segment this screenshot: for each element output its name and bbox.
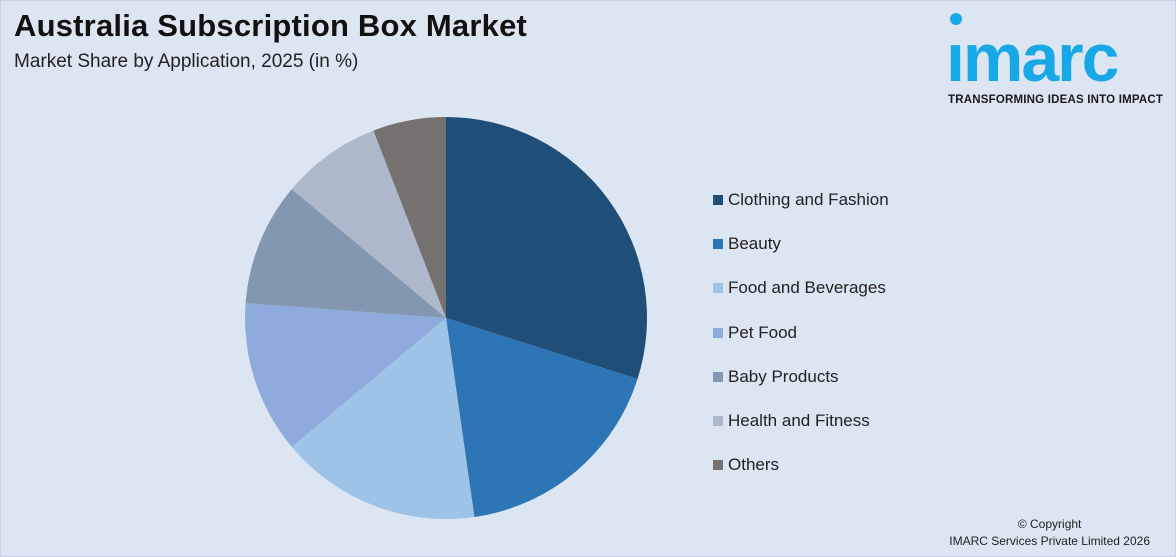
legend-swatch	[713, 416, 723, 427]
copyright-line-1: © Copyright	[1017, 517, 1082, 531]
legend-label: Clothing and Fashion	[728, 190, 889, 210]
legend-item-health-and-fitness: Health and Fitness	[713, 399, 889, 443]
pie-slice-health-and-fitness	[291, 130, 446, 318]
legend-swatch	[713, 195, 723, 206]
legend-label: Baby Products	[728, 366, 839, 386]
legend-item-food-and-beverages: Food and Beverages	[713, 266, 889, 310]
imarc-logo: ımarc TRANSFORMING IDEAS INTO IMPACT	[944, 10, 1172, 110]
legend-swatch	[713, 460, 723, 471]
legend-item-clothing-and-fashion: Clothing and Fashion	[713, 178, 889, 222]
legend-swatch	[713, 371, 723, 382]
legend-label: Health and Fitness	[728, 411, 870, 431]
pie-slice-others	[373, 116, 446, 318]
legend-swatch	[713, 327, 723, 338]
pie-slice-baby-products	[245, 189, 446, 318]
pie-slice-pet-food	[245, 303, 446, 447]
logo-dot-icon	[950, 13, 962, 25]
legend-label: Food and Beverages	[728, 278, 886, 298]
pie-slice-food-and-beverages	[291, 318, 475, 520]
legend-label: Others	[728, 455, 780, 475]
legend-swatch	[713, 239, 723, 250]
chart-title: Australia Subscription Box Market	[14, 8, 528, 43]
legend-item-beauty: Beauty	[713, 222, 889, 266]
pie-slice-beauty	[446, 318, 638, 517]
legend-label: Pet Food	[728, 322, 797, 342]
legend-item-pet-food: Pet Food	[713, 311, 889, 355]
copyright-line-2: IMARC Services Private Limited 2026	[949, 534, 1150, 548]
legend-label: Beauty	[728, 234, 781, 254]
pie-slice-clothing-and-fashion	[446, 117, 647, 379]
chart-subtitle: Market Share by Application, 2025 (in %)	[14, 51, 359, 72]
chart-legend: Clothing and Fashion Beauty Food and Bever…	[713, 178, 889, 487]
legend-item-baby-products: Baby Products	[713, 355, 889, 399]
logo-tagline: TRANSFORMING IDEAS INTO IMPACT	[948, 94, 1164, 106]
legend-swatch	[713, 283, 723, 294]
copyright-notice: © Copyright IMARC Services Private Limit…	[949, 516, 1150, 550]
logo-wordmark: ımarc	[946, 20, 1119, 96]
legend-item-others: Others	[713, 443, 889, 487]
